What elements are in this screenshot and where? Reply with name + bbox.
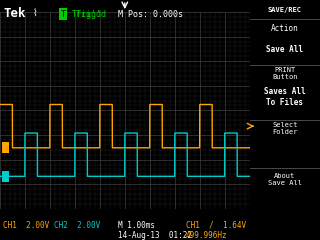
Text: ⌇: ⌇: [32, 9, 37, 19]
Text: M Pos: 0.000s: M Pos: 0.000s: [118, 10, 183, 19]
Text: Tek: Tek: [3, 7, 26, 20]
Text: Select
Folder: Select Folder: [272, 122, 298, 135]
Text: Action: Action: [271, 24, 299, 33]
Text: CH2  2.00V: CH2 2.00V: [54, 221, 101, 230]
Text: M 1.00ms: M 1.00ms: [118, 221, 156, 230]
Text: CH1  2.00V: CH1 2.00V: [3, 221, 50, 230]
Text: Save All: Save All: [266, 45, 303, 54]
Text: Trig'd: Trig'd: [72, 10, 102, 19]
Text: About
Save All: About Save All: [268, 173, 302, 186]
Text: SAVE/REC: SAVE/REC: [268, 7, 302, 13]
Text: 2: 2: [3, 172, 8, 181]
Text: T  Trig'd: T Trig'd: [61, 10, 106, 19]
Text: 1: 1: [3, 143, 8, 152]
Text: CH1  /  1.64V: CH1 / 1.64V: [186, 221, 246, 230]
Text: 499.996Hz: 499.996Hz: [186, 231, 227, 240]
Text: Saves All
To Files: Saves All To Files: [264, 88, 306, 107]
Text: 14-Aug-13  01:22: 14-Aug-13 01:22: [118, 231, 192, 240]
Text: T: T: [61, 10, 66, 19]
Text: PRINT
Button: PRINT Button: [272, 67, 298, 80]
